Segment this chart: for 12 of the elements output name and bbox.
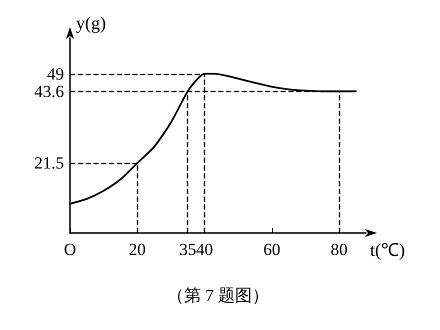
x-tick-label: 80 <box>330 240 348 259</box>
x-tick-label: 60 <box>263 240 280 259</box>
y-tick-label: 21.5 <box>34 154 64 173</box>
y-tick-label: 49 <box>47 64 64 84</box>
text: （第 7 题图） <box>167 286 269 305</box>
x-tick-label: 20 <box>128 240 146 259</box>
y-axis-title: y(g) <box>76 13 106 33</box>
x-tick-label: O <box>64 240 76 259</box>
y-tick-label: 43.6 <box>34 82 64 101</box>
x-axis-title: t(℃) <box>370 240 405 260</box>
x-tick-label: 40 <box>196 240 214 259</box>
x-tick-label: 35 <box>179 240 196 259</box>
